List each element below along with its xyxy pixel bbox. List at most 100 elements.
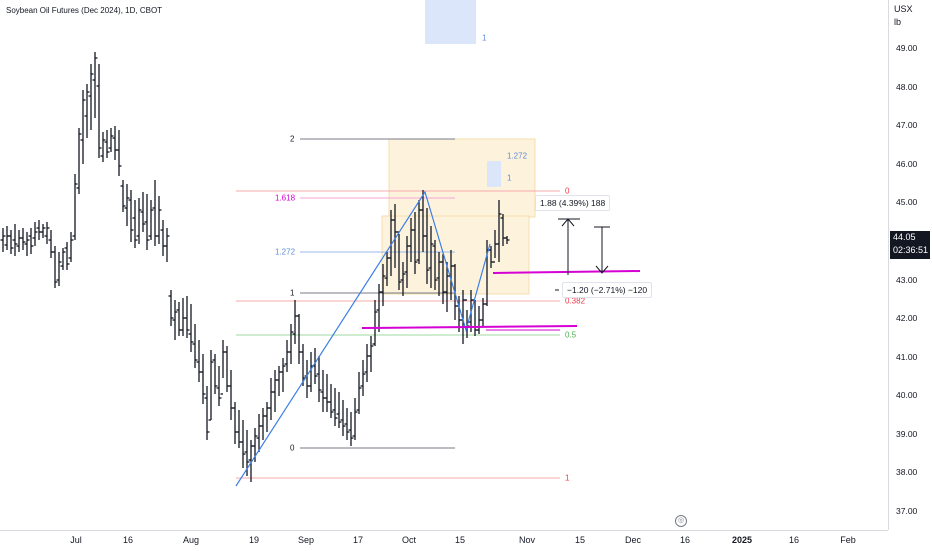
currency-label[interactable]: USX	[894, 4, 913, 14]
ohlc-bar	[480, 298, 486, 326]
symbol-title[interactable]: Soybean Oil Futures (Dec 2024), 1D, CBOT	[6, 6, 163, 15]
fib-ext-label-0: 0	[290, 443, 295, 453]
ohlc-bar	[156, 196, 162, 244]
time-tick-label: Jul	[70, 535, 82, 545]
time-tick-label: Feb	[840, 535, 856, 545]
ohlc-bar	[340, 400, 346, 436]
price-tick-label: 43.00	[896, 274, 918, 285]
ohlc-bar	[240, 420, 246, 468]
ohlc-bar	[188, 304, 194, 352]
ohlc-bar	[208, 350, 214, 421]
ohlc-bar	[100, 132, 106, 162]
ohlc-bar	[16, 230, 22, 252]
ohlc-bar	[376, 284, 382, 332]
ohlc-bar	[196, 340, 202, 382]
fib-ext-label-2: 2	[290, 134, 295, 144]
ohlc-bar	[144, 194, 150, 250]
price-tick-label: 38.00	[896, 467, 918, 478]
ohlc-bar	[272, 370, 278, 412]
time-tick-label: Sep	[297, 535, 315, 545]
measure-lower-label: −1.20 (−2.71%) −120	[562, 282, 653, 298]
ohlc-bar	[432, 240, 438, 290]
ohlc-bar	[8, 230, 14, 254]
ohlc-bar	[64, 242, 70, 270]
last-price-badge: 44.05 02:36:51	[890, 231, 930, 259]
ohlc-bar	[72, 174, 78, 240]
ohlc-bar	[88, 64, 94, 130]
ohlc-bar	[220, 340, 226, 395]
ohlc-bar	[336, 392, 342, 428]
ohlc-bar	[316, 356, 322, 402]
ohlc-bar	[288, 324, 294, 364]
ohlc-bar	[76, 128, 82, 194]
ohlc-bar	[424, 208, 430, 284]
ohlc-bar	[364, 344, 370, 382]
ohlc-bar	[292, 300, 298, 344]
ohlc-bar	[4, 226, 10, 250]
top-blue-box	[425, 0, 476, 44]
ohlc-bar	[168, 290, 174, 326]
ohlc-bar	[352, 398, 358, 440]
replay-icon[interactable]: ◎	[675, 515, 687, 527]
ohlc-bar	[504, 236, 510, 244]
ohlc-bar	[32, 222, 38, 246]
measure-up-head	[561, 218, 575, 227]
fib-ret-label-05: 0.5	[565, 330, 577, 340]
time-tick-label: 17	[352, 535, 364, 545]
price-tick-label: 37.00	[896, 506, 918, 516]
bar-countdown: 02:36:51	[893, 245, 929, 255]
time-tick-label: 15	[454, 535, 466, 545]
ohlc-bar	[80, 90, 86, 164]
price-tick-label: 49.00	[896, 43, 918, 53]
ohlc-bar	[260, 408, 266, 440]
unit-label[interactable]: lb	[894, 17, 902, 27]
price-tick-label: 39.00	[896, 428, 918, 439]
time-axis[interactable]	[0, 530, 888, 551]
ohlc-bar	[428, 226, 434, 288]
ohlc-bar	[128, 190, 134, 242]
fib-ret-label-0: 0	[565, 186, 570, 196]
support-line-upper	[492, 270, 641, 274]
ohlc-bar	[256, 414, 262, 452]
ohlc-bar	[108, 128, 114, 152]
ohlc-bar	[68, 232, 74, 262]
ohlc-bar	[36, 220, 42, 240]
ohlc-bar	[52, 246, 58, 288]
time-tick-label: Oct	[401, 535, 417, 545]
ohlc-bar	[348, 412, 354, 446]
projection-inner-box	[487, 161, 501, 187]
ohlc-bar	[356, 372, 362, 414]
time-tick-label: 16	[122, 535, 134, 545]
last-price: 44.05	[893, 232, 916, 242]
fib-level-lines	[236, 138, 560, 479]
ohlc-bar	[164, 228, 170, 262]
ohlc-bar	[120, 180, 126, 212]
ohlc-bar	[60, 248, 66, 270]
fib-boxes	[381, 0, 536, 295]
ohlc-bar	[372, 300, 378, 346]
ohlc-bar	[276, 366, 282, 396]
measure-down-head	[595, 265, 609, 274]
fib-ext-label-1272: 1.272	[275, 247, 296, 257]
ohlc-bar	[56, 252, 62, 286]
time-tick-label: 19	[248, 535, 260, 545]
ohlc-bar	[228, 370, 234, 420]
ohlc-bar	[380, 264, 386, 306]
ohlc-bar	[320, 370, 326, 412]
price-tick-label: 46.00	[896, 158, 918, 169]
fib-ext-label-1: 1	[290, 288, 295, 298]
ohlc-bar	[232, 402, 238, 444]
ohlc-bar	[204, 386, 210, 440]
price-tick-label: 40.00	[896, 390, 918, 401]
ohlc-bar	[224, 346, 230, 392]
ohlc-bar	[344, 408, 350, 440]
time-tick-label: 15	[574, 535, 586, 545]
ohlc-bar	[48, 230, 54, 258]
ohlc-bar	[84, 84, 90, 138]
ohlc-bar	[264, 402, 270, 432]
ohlc-bar	[324, 374, 330, 412]
ohlc-bar	[184, 296, 190, 338]
ohlc-bar	[212, 354, 218, 394]
price-axis[interactable]	[888, 0, 932, 530]
